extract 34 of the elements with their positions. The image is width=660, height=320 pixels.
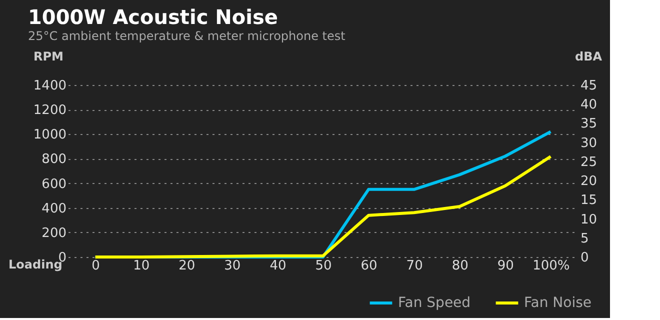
x-tick-label: 20	[178, 258, 196, 274]
y2-tick-label: 45	[580, 78, 598, 94]
y2-tick-label: 20	[580, 174, 598, 190]
y2-tick-label: 40	[580, 98, 598, 113]
x-tick-label: 50	[315, 258, 332, 274]
x-tick-label: 40	[270, 258, 286, 274]
y-tick-label: 200	[42, 226, 66, 241]
x-tick-label: 0	[92, 258, 100, 274]
y2-tick-label: 15	[580, 193, 598, 208]
y-tick-label: 400	[42, 201, 66, 216]
y-tick-label: 1400	[33, 78, 66, 94]
x-tick-label: 10	[133, 258, 150, 274]
x-tick-label: 100%	[532, 258, 570, 274]
y2-tick-label: 25	[580, 154, 598, 170]
y-tick-label: 1000	[33, 128, 66, 143]
chart-subtitle: 25°C ambient temperature & meter microphone test	[28, 29, 346, 43]
y-tick-label: 800	[42, 152, 66, 168]
line-series	[94, 154, 552, 258]
x-tick-label: 90	[497, 258, 514, 274]
y2-tick-label: 10	[580, 212, 598, 228]
x-tick-label: 80	[452, 258, 468, 274]
y2-tick-label: 35	[580, 116, 598, 132]
y2-tick-label: 5	[580, 231, 589, 246]
legend-label: Fan Noise	[524, 295, 592, 311]
y-axis-title: RPM	[34, 50, 64, 64]
x-tick-label: 70	[406, 258, 423, 274]
y-tick-label: 600	[42, 176, 66, 192]
chart-title: 1000W Acoustic Noise	[28, 5, 278, 29]
y2-tick-label: 30	[580, 136, 598, 151]
x-tick-label: 60	[360, 258, 378, 274]
legend-label: Fan Speed	[398, 295, 471, 311]
y-tick-label: 1200	[33, 103, 66, 118]
y2-axis-title: dBA	[574, 50, 603, 64]
x-tick-label: 30	[224, 258, 241, 274]
